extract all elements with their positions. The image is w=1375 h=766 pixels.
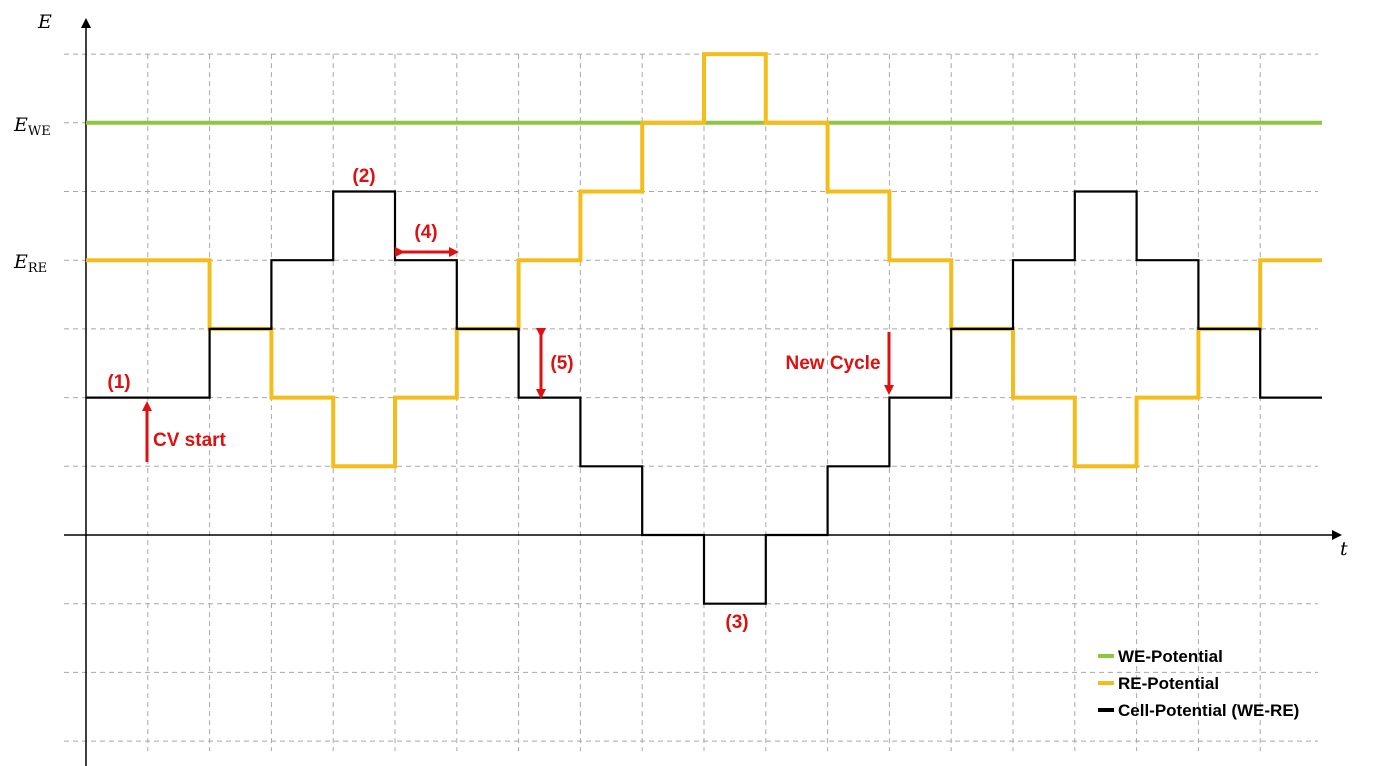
legend-entry: WE-Potential bbox=[1118, 647, 1223, 666]
legend-entry: RE-Potential bbox=[1118, 674, 1219, 693]
annotation-label: CV start bbox=[153, 430, 227, 451]
x-axis-label: t bbox=[1340, 538, 1348, 560]
series-line bbox=[86, 52, 1322, 469]
y-axis-label: E bbox=[37, 11, 52, 33]
y-tick-label: EWE bbox=[13, 114, 51, 139]
series-group bbox=[86, 52, 1322, 605]
annotation-label: (5) bbox=[550, 353, 573, 374]
legend: WE-Potential RE-Potential Cell-Potential (… bbox=[1098, 647, 1299, 720]
legend-entry: Cell-Potential (WE-RE) bbox=[1118, 701, 1299, 720]
series-line bbox=[86, 190, 1322, 605]
annotation-label: (1) bbox=[107, 372, 130, 393]
annotation-label: (2) bbox=[352, 166, 375, 187]
annotation-label: New Cycle bbox=[785, 353, 880, 374]
y-tick-label: ERE bbox=[13, 251, 47, 276]
annotations: (1) CV start (2) (3) (4) (5) New Cycle bbox=[107, 166, 894, 633]
annotation-label: (3) bbox=[725, 612, 748, 633]
annotation-label: (4) bbox=[414, 222, 437, 243]
